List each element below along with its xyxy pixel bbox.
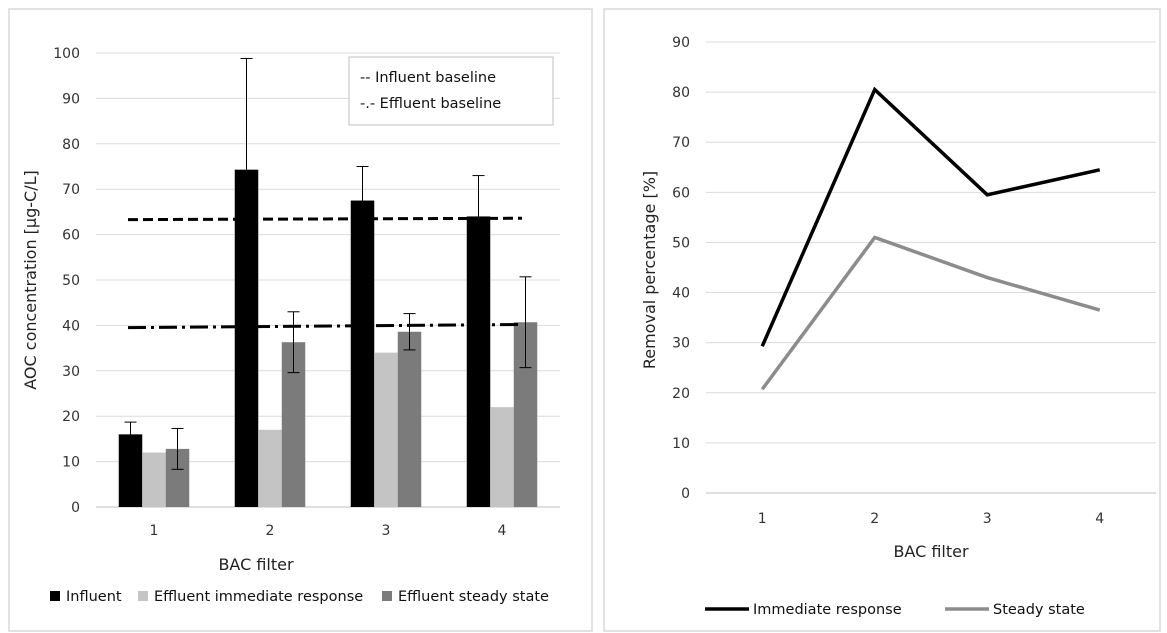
right-y-tick-label: 30 xyxy=(672,336,690,352)
legend-label: Effluent immediate response xyxy=(154,589,363,605)
right-series-legend: Immediate response Steady state xyxy=(705,602,1085,618)
legend-swatch xyxy=(50,591,60,601)
effluent-baseline-line xyxy=(127,322,523,330)
bar-influent xyxy=(234,169,259,508)
left-y-tick-label: 10 xyxy=(62,455,80,471)
left-series-legend: Influent Effluent immediate response Efflu… xyxy=(50,589,549,605)
right-x-tick-label: 1 xyxy=(758,511,767,527)
ref-legend-influent-baseline: -- Influent baseline xyxy=(360,70,496,86)
right-y-tick-label: 50 xyxy=(672,235,690,251)
left-y-tick-label: 50 xyxy=(62,273,80,289)
ref-legend-effluent-baseline: -.- Effluent baseline xyxy=(360,96,501,112)
right-y-tick-label: 80 xyxy=(672,85,690,101)
legend-swatch xyxy=(138,591,148,601)
left-x-tick-labels: 1 2 3 4 xyxy=(150,523,507,539)
left-bars xyxy=(118,169,538,508)
legend-label: Steady state xyxy=(993,602,1085,618)
left-y-tick-label: 100 xyxy=(53,46,80,62)
left-y-tick-label: 80 xyxy=(62,137,80,153)
legend-label: Influent xyxy=(66,589,122,605)
legend-label: Effluent steady state xyxy=(398,589,549,605)
bar-influent xyxy=(350,200,375,508)
left-x-tick-label: 4 xyxy=(498,523,507,539)
bar-effluent-steady-state xyxy=(513,322,538,507)
right-x-axis-label: BAC filter xyxy=(893,542,969,561)
left-reference-lines xyxy=(127,216,523,330)
right-y-tick-label: 40 xyxy=(672,286,690,302)
left-y-axis-label: AOC concentration [µg-C/L] xyxy=(21,170,40,389)
line-steady-state xyxy=(760,235,1101,391)
bar-effluent-steady-state xyxy=(281,342,306,507)
bar-effluent-immediate-response xyxy=(374,352,398,507)
right-x-tick-labels: 1 2 3 4 xyxy=(758,511,1105,527)
left-y-tick-label: 90 xyxy=(62,91,80,107)
right-y-tick-labels: 0 10 20 30 40 50 60 70 80 90 xyxy=(672,35,690,502)
right-y-axis-label: Removal percentage [%] xyxy=(640,171,659,369)
right-y-tick-label: 90 xyxy=(672,35,690,51)
bar-effluent-steady-state xyxy=(165,448,190,507)
bar-influent xyxy=(118,434,143,507)
bar-effluent-immediate-response xyxy=(142,452,166,507)
bar-effluent-steady-state xyxy=(397,331,422,507)
left-y-tick-label: 60 xyxy=(62,228,80,244)
right-y-tick-label: 20 xyxy=(672,386,690,402)
right-y-tick-label: 70 xyxy=(672,135,690,151)
line-immediate-response xyxy=(760,86,1101,347)
legend-swatch xyxy=(382,591,392,601)
left-y-tick-label: 70 xyxy=(62,182,80,198)
left-x-tick-label: 3 xyxy=(382,523,391,539)
bar-influent xyxy=(466,216,491,507)
right-y-tick-label: 0 xyxy=(681,486,690,502)
left-x-axis-label: BAC filter xyxy=(218,555,294,574)
bar-effluent-immediate-response xyxy=(258,429,282,507)
left-y-tick-labels: 0 10 20 30 40 50 60 70 80 90 100 xyxy=(53,46,80,516)
left-y-tick-label: 0 xyxy=(71,500,80,516)
right-y-tick-label: 10 xyxy=(672,436,690,452)
right-y-tick-label: 60 xyxy=(672,185,690,201)
right-series-lines xyxy=(760,86,1101,391)
left-y-tick-label: 40 xyxy=(62,318,80,334)
right-x-tick-label: 4 xyxy=(1095,511,1104,527)
right-x-tick-label: 3 xyxy=(983,511,992,527)
left-error-bars xyxy=(124,57,532,470)
reference-legend-box xyxy=(348,56,554,126)
left-y-tick-label: 20 xyxy=(62,409,80,425)
legend-label: Immediate response xyxy=(753,602,902,618)
influent-baseline-line xyxy=(127,216,523,222)
bar-effluent-immediate-response xyxy=(490,407,514,507)
right-chart-frame xyxy=(603,8,1161,632)
left-x-tick-label: 2 xyxy=(266,523,275,539)
left-x-tick-label: 1 xyxy=(150,523,159,539)
right-x-tick-label: 2 xyxy=(870,511,879,527)
left-y-tick-label: 30 xyxy=(62,364,80,380)
